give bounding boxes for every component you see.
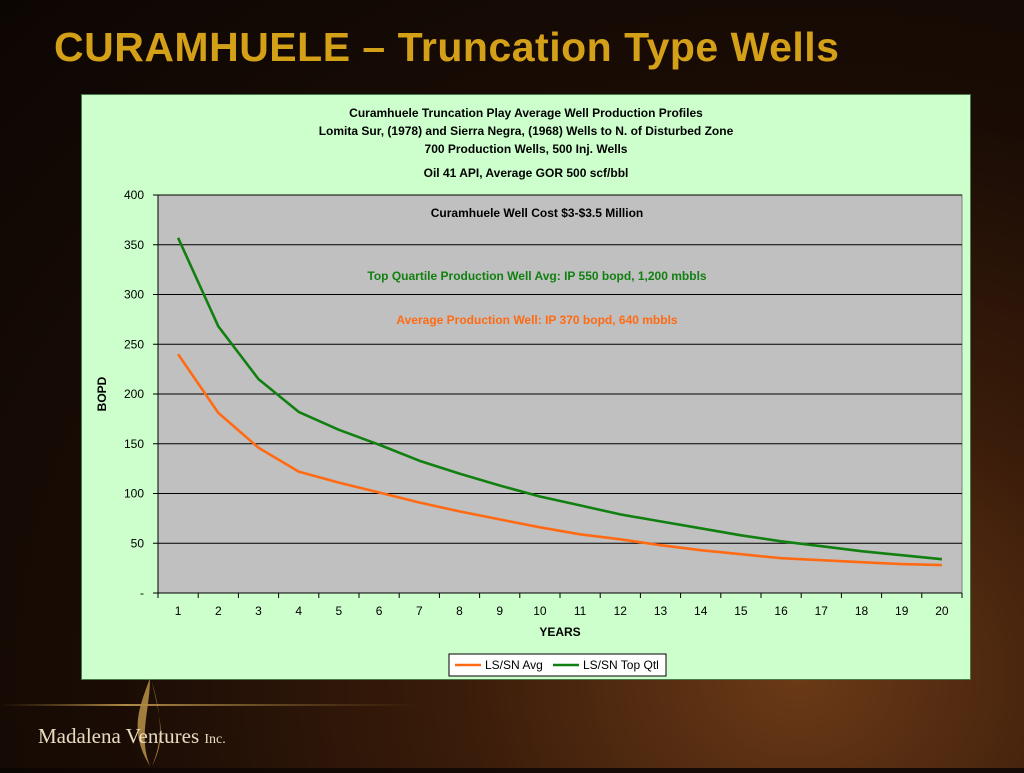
x-tick-label: 4: [295, 604, 302, 618]
x-tick-label: 5: [336, 604, 343, 618]
slide-title: CURAMHUELE – Truncation Type Wells: [54, 24, 840, 70]
y-axis-label: BOPD: [95, 376, 109, 411]
brand-name: Madalena Ventures Inc.: [38, 724, 226, 749]
x-tick-label: 2: [215, 604, 222, 618]
x-tick-label: 17: [815, 604, 829, 618]
chart-panel: Curamhuele Truncation Play Average Well …: [81, 94, 971, 680]
y-tick-label: 50: [131, 536, 145, 550]
x-tick-label: 10: [533, 604, 547, 618]
y-tick-label: 400: [124, 188, 144, 202]
x-tick-label: 6: [376, 604, 383, 618]
x-tick-label: 14: [694, 604, 708, 618]
y-tick-label: 150: [124, 437, 144, 451]
chart-title-line: Oil 41 API, Average GOR 500 scf/bbl: [424, 166, 629, 180]
y-tick-label: 350: [124, 238, 144, 252]
y-tick-label: 100: [124, 487, 144, 501]
x-axis-label: YEARS: [539, 625, 580, 639]
y-tick-label: -: [140, 586, 144, 600]
y-tick-label: 300: [124, 288, 144, 302]
x-tick-label: 20: [935, 604, 949, 618]
production-chart: Curamhuele Truncation Play Average Well …: [95, 106, 963, 677]
brand-suffix: Inc.: [204, 732, 226, 747]
flame-logo-icon: [0, 678, 420, 766]
brand-name-text: Madalena Ventures: [38, 724, 200, 748]
x-tick-label: 18: [855, 604, 869, 618]
y-tick-label: 200: [124, 387, 144, 401]
x-tick-label: 15: [734, 604, 748, 618]
chart-title-line: 700 Production Wells, 500 Inj. Wells: [425, 142, 628, 156]
annotation: Curamhuele Well Cost $3-$3.5 Million: [431, 206, 644, 220]
logo: [0, 676, 430, 768]
annotation: Top Quartile Production Well Avg: IP 550…: [367, 269, 706, 283]
annotation: Average Production Well: IP 370 bopd, 64…: [396, 313, 678, 327]
x-tick-label: 7: [416, 604, 423, 618]
x-tick-label: 12: [614, 604, 628, 618]
x-tick-label: 11: [574, 604, 587, 618]
y-tick-label: 250: [124, 337, 144, 351]
x-tick-label: 13: [654, 604, 668, 618]
x-tick-label: 3: [255, 604, 262, 618]
x-tick-label: 1: [175, 604, 182, 618]
x-tick-label: 19: [895, 604, 909, 618]
series-line-top-qtl: [176, 237, 943, 561]
x-tick-label: 9: [496, 604, 503, 618]
chart-title-line: Curamhuele Truncation Play Average Well …: [349, 106, 703, 120]
legend-label: LS/SN Top Qtl: [583, 658, 659, 672]
x-tick-label: 8: [456, 604, 463, 618]
series-line-avg: [177, 353, 942, 567]
x-tick-label: 16: [774, 604, 788, 618]
legend-label: LS/SN Avg: [485, 658, 543, 672]
chart-title-line: Lomita Sur, (1978) and Sierra Negra, (19…: [319, 124, 734, 138]
